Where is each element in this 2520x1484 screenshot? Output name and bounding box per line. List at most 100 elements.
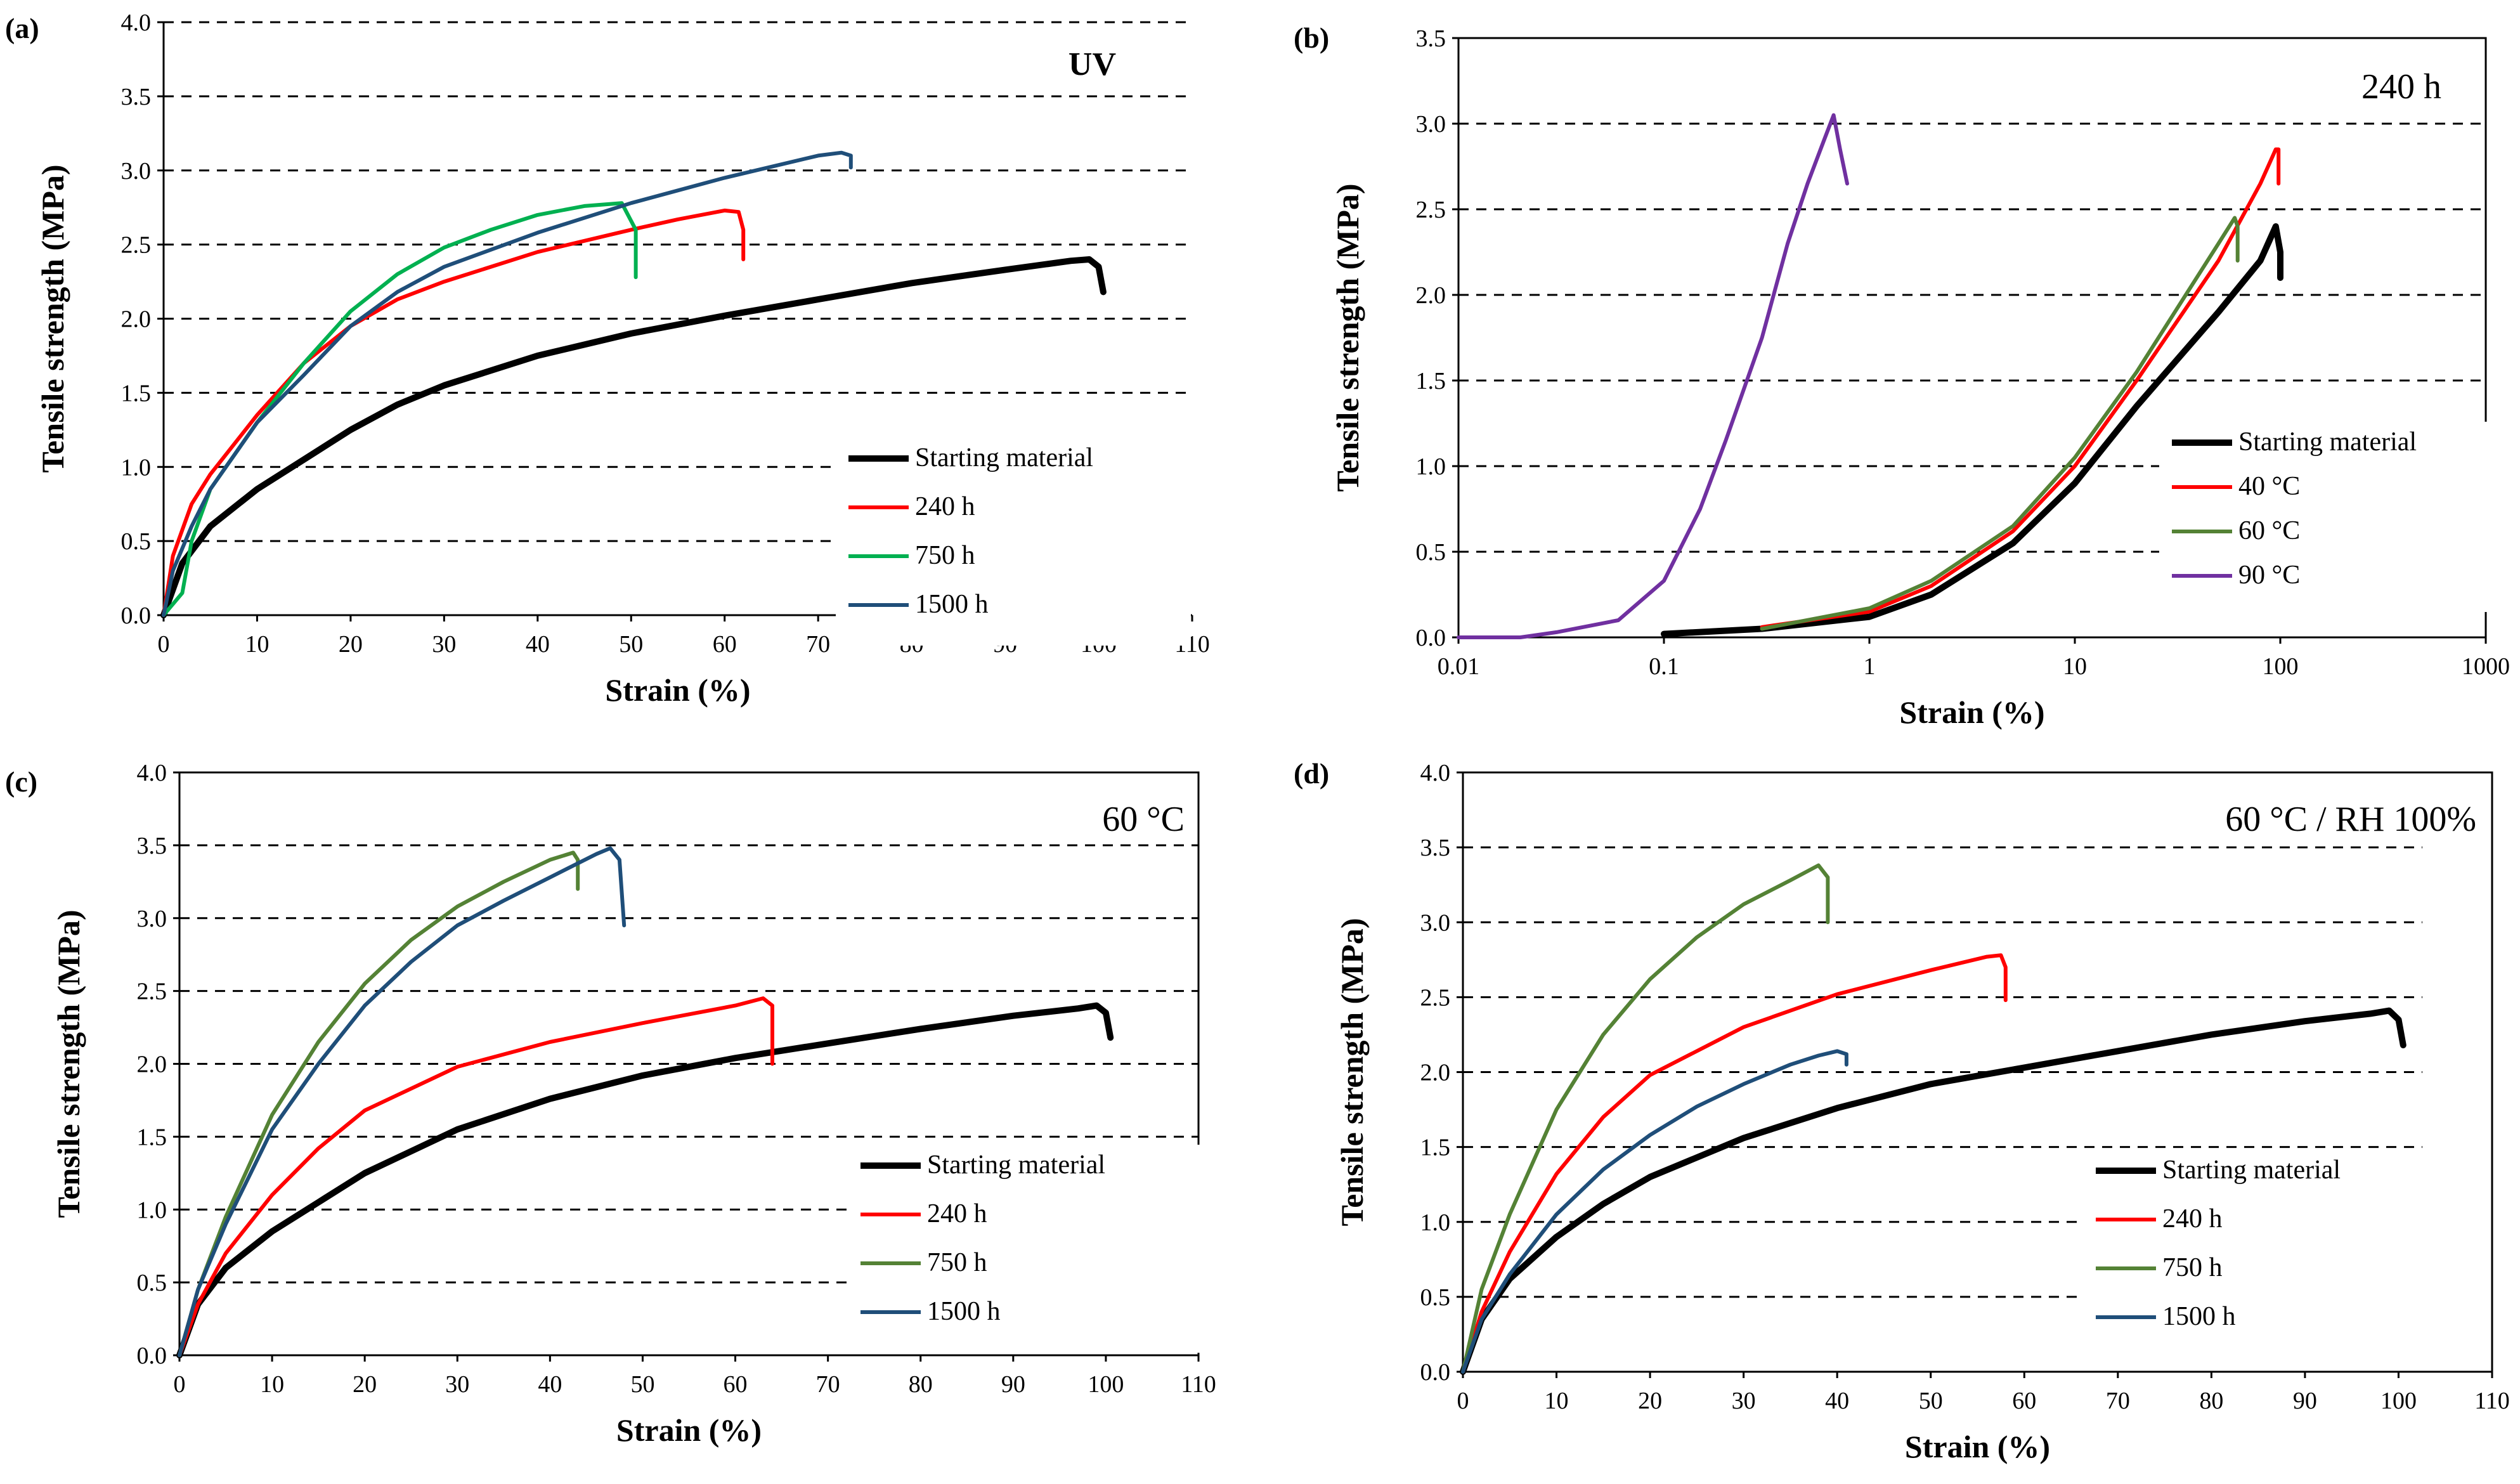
series-line-1500-h <box>178 846 627 1357</box>
series-line-240-h <box>162 208 746 617</box>
legend-label: Starting material <box>915 443 1093 472</box>
x-tick-label: 0 <box>1457 1388 1469 1414</box>
legend-label: 60 °C <box>2238 516 2300 545</box>
x-tick-label: 20 <box>339 631 363 658</box>
chart-panel-4: 0.0 0.5 1.0 1.5 2.0 2.5 3.0 3.5 4.0 0 10 20 30 40 50 60… <box>1294 757 2510 1464</box>
y-tick-label: 1.0 <box>121 454 152 481</box>
panel-label: (b) <box>1294 22 1329 54</box>
y-axis-title: Tensile strength (MPa) <box>51 909 86 1218</box>
x-tick-label: 60 <box>713 631 737 658</box>
x-tick-label: 50 <box>619 631 643 658</box>
legend-label: 90 °C <box>2238 561 2300 590</box>
legend-label: 750 h <box>915 541 975 570</box>
x-tick-label: 10 <box>1545 1388 1569 1414</box>
x-tick-label: 0.1 <box>1649 653 1679 680</box>
y-tick-label: 1.0 <box>137 1197 167 1223</box>
x-axis-title: Strain (%) <box>1899 694 2044 730</box>
x-tick-label: 100 <box>2380 1388 2417 1414</box>
y-tick-label: 0.0 <box>1420 1359 1451 1386</box>
x-tick-label: 60 <box>724 1371 748 1398</box>
x-tick-label: 30 <box>1732 1388 1756 1414</box>
series-line-240-h <box>1461 953 2008 1374</box>
y-tick-label: 3.5 <box>1416 25 1446 52</box>
y-tick-label: 3.0 <box>121 158 152 185</box>
legend-label: 240 h <box>2162 1204 2223 1233</box>
y-tick-label: 3.5 <box>1420 835 1451 861</box>
y-tick-label: 3.5 <box>121 84 152 110</box>
legend-label: Starting material <box>2162 1155 2341 1185</box>
y-tick-label: 2.0 <box>1416 282 1446 309</box>
x-tick-label: 90 <box>2293 1388 2317 1414</box>
y-tick-label: 0.5 <box>121 528 152 555</box>
y-tick-label: 2.0 <box>137 1051 167 1078</box>
chart-panel-1: 0.0 0.5 1.0 1.5 2.0 2.5 3.0 3.5 4.0 0 10 20 30 40 50 60… <box>5 10 1210 708</box>
panel-annotation: 60 °C <box>1102 800 1185 839</box>
y-tick-label: 0.5 <box>1416 539 1446 566</box>
x-tick-label: 20 <box>353 1371 377 1398</box>
series-line-750-h <box>162 201 638 617</box>
series-line-starting-material <box>1661 223 2283 637</box>
series-line-750-h <box>1461 863 1830 1374</box>
y-tick-label: 1.0 <box>1420 1209 1451 1236</box>
series-line-40-c <box>1760 147 2281 629</box>
legend-label: 240 h <box>927 1199 987 1228</box>
x-tick-label: 80 <box>909 1371 933 1398</box>
y-tick-label: 1.5 <box>137 1124 167 1150</box>
legend-label: 1500 h <box>2162 1302 2236 1331</box>
legend-label: 750 h <box>2162 1253 2223 1282</box>
series-line-60-c <box>1760 216 2240 631</box>
y-tick-label: 0.0 <box>137 1343 167 1369</box>
y-tick-label: 2.5 <box>1416 197 1446 223</box>
x-tick-label: 60 <box>2012 1388 2036 1414</box>
x-tick-label: 70 <box>2106 1388 2130 1414</box>
x-tick-label: 0.01 <box>1438 653 1480 680</box>
legend-background <box>848 1145 1203 1353</box>
x-tick-label: 40 <box>1825 1388 1849 1414</box>
x-tick-label: 40 <box>538 1371 562 1398</box>
series-line-1500-h <box>162 150 853 617</box>
series-line-1500-h <box>1461 1049 1848 1374</box>
legend-label: 750 h <box>927 1248 987 1277</box>
y-tick-label: 2.0 <box>121 306 152 333</box>
y-tick-label: 0.5 <box>1420 1284 1451 1311</box>
series-line-starting-material <box>176 1002 1114 1358</box>
x-tick-label: 110 <box>1181 1371 1216 1398</box>
y-tick-label: 3.0 <box>137 906 167 932</box>
x-tick-label: 1000 <box>2462 653 2510 680</box>
y-tick-label: 0.0 <box>121 602 152 629</box>
y-tick-label: 4.0 <box>1420 760 1451 786</box>
x-axis-title: Strain (%) <box>1905 1429 2050 1464</box>
panel-label: (a) <box>5 12 39 44</box>
x-axis-title: Strain (%) <box>616 1412 762 1448</box>
panel-annotation: 240 h <box>2361 67 2441 107</box>
x-tick-label: 100 <box>1088 1371 1124 1398</box>
x-tick-label: 30 <box>445 1371 469 1398</box>
y-tick-label: 2.5 <box>1420 984 1451 1011</box>
x-tick-label: 40 <box>526 631 550 658</box>
y-tick-label: 2.5 <box>121 232 152 259</box>
panel-annotation: UV <box>1068 46 1116 82</box>
legend-label: Starting material <box>927 1150 1105 1180</box>
y-tick-label: 1.5 <box>1420 1135 1451 1161</box>
chart-panel-3: 0.0 0.5 1.0 1.5 2.0 2.5 3.0 3.5 4.0 0 10 20 30 40 50 60… <box>5 760 1216 1448</box>
y-axis-title: Tensile strength (MPa) <box>35 164 70 472</box>
y-tick-label: 0.0 <box>1416 625 1446 651</box>
series-line-750-h <box>178 850 580 1357</box>
x-axis-title: Strain (%) <box>605 672 750 708</box>
series-line-starting-material <box>160 256 1107 618</box>
legend-background <box>2159 422 2514 612</box>
y-tick-label: 4.0 <box>137 760 167 786</box>
panel-label: (c) <box>5 765 37 798</box>
x-tick-label: 30 <box>432 631 456 658</box>
legend-label: Starting material <box>2238 427 2417 457</box>
legend-label: 1500 h <box>915 590 989 619</box>
y-tick-label: 0.5 <box>137 1270 167 1296</box>
x-tick-label: 0 <box>158 631 170 658</box>
x-tick-label: 70 <box>806 631 830 658</box>
x-tick-label: 10 <box>260 1371 284 1398</box>
x-tick-label: 90 <box>1001 1371 1025 1398</box>
y-tick-label: 1.5 <box>1416 368 1446 394</box>
y-tick-label: 3.5 <box>137 833 167 859</box>
legend-background <box>2083 1150 2438 1358</box>
